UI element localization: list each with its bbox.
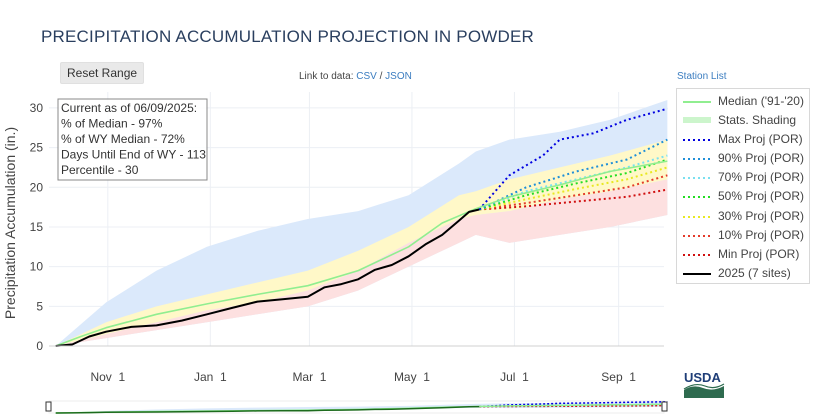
csv-link[interactable]: CSV xyxy=(356,71,377,82)
legend-label: Max Proj (POR) xyxy=(718,132,803,147)
y-tick-label: 25 xyxy=(30,141,44,155)
station-list-link[interactable]: Station List xyxy=(677,71,727,82)
usda-logo: USDA xyxy=(683,370,725,398)
legend-item[interactable]: 2025 (7 sites) xyxy=(677,264,809,283)
legend-swatch xyxy=(683,158,711,161)
series-line-10-proj-por- xyxy=(479,174,668,211)
series-line-min-proj-por- xyxy=(479,188,668,211)
band-middle xyxy=(55,139,668,346)
legend-swatch xyxy=(683,101,711,103)
legend-label: 2025 (7 sites) xyxy=(718,265,791,280)
y-axis-label: Precipitation Accumulation (in.) xyxy=(2,127,18,319)
legend-swatch xyxy=(683,253,711,256)
band-outer xyxy=(55,99,668,346)
info-box-line: Percentile - 30 xyxy=(61,163,139,177)
y-tick-label: 30 xyxy=(30,101,44,115)
chart-legend: Median ('91-'20) Stats. Shading Max Proj (… xyxy=(676,88,810,284)
range-slider-band xyxy=(55,401,668,413)
json-link[interactable]: JSON xyxy=(385,71,412,82)
info-box-line: % of Median - 97% xyxy=(61,117,163,131)
legend-swatch xyxy=(683,139,711,142)
legend-label: Min Proj (POR) xyxy=(718,246,800,261)
info-box-line: Current as of 06/09/2025: xyxy=(61,101,197,115)
legend-swatch xyxy=(683,196,711,199)
page-title: PRECIPITATION ACCUMULATION PROJECTION IN… xyxy=(41,27,534,46)
y-tick-label: 10 xyxy=(30,260,44,274)
range-slider-line xyxy=(479,401,668,408)
info-box-line: % of WY Median - 72% xyxy=(61,132,185,146)
info-box xyxy=(57,98,208,181)
series-line-median-91-20- xyxy=(55,160,668,347)
legend-label: 70% Proj (POR) xyxy=(718,170,805,185)
info-box-line: Days Until End of WY - 113 xyxy=(61,148,206,162)
legend-item[interactable]: 90% Proj (POR) xyxy=(677,149,809,168)
legend-label: 90% Proj (POR) xyxy=(718,151,805,166)
legend-item[interactable]: Stats. Shading xyxy=(677,111,809,130)
range-slider-line xyxy=(55,405,480,414)
x-tick-label: Mar 1 xyxy=(292,370,326,384)
legend-swatch-band xyxy=(683,117,711,124)
x-tick-label: Jan 1 xyxy=(194,370,227,384)
legend-item[interactable]: 70% Proj (POR) xyxy=(677,168,809,187)
legend-swatch xyxy=(683,177,711,180)
legend-item[interactable]: Min Proj (POR) xyxy=(677,245,809,264)
legend-label: Stats. Shading xyxy=(718,113,797,128)
legend-label: 30% Proj (POR) xyxy=(718,208,805,223)
legend-label: 10% Proj (POR) xyxy=(718,227,805,242)
data-links-prefix: Link to data: xyxy=(299,71,354,82)
x-tick-label: May 1 xyxy=(394,370,430,384)
reset-range-button[interactable]: Reset Range xyxy=(60,62,145,84)
legend-swatch xyxy=(683,215,711,218)
series-line-50-proj-por- xyxy=(478,158,668,211)
series-line-max-proj-por- xyxy=(478,107,668,211)
series-line-2025-7-sites- xyxy=(55,208,480,347)
y-tick-label: 0 xyxy=(36,339,43,353)
usda-logo-text: USDA xyxy=(684,370,721,385)
y-tick-label: 20 xyxy=(30,180,44,194)
range-slider-line xyxy=(479,404,668,408)
legend-label: 50% Proj (POR) xyxy=(718,189,805,204)
legend-swatch xyxy=(683,272,711,275)
band-lower xyxy=(55,179,668,346)
series-line-90-proj-por- xyxy=(478,138,668,211)
legend-item[interactable]: 30% Proj (POR) xyxy=(677,207,809,226)
legend-swatch xyxy=(683,117,711,124)
legend-item[interactable]: 10% Proj (POR) xyxy=(677,226,809,245)
data-links-separator: / xyxy=(379,71,383,82)
data-links: Link to data: CSV / JSON xyxy=(299,71,412,82)
range-slider-handle-left xyxy=(45,401,52,412)
legend-item[interactable]: 50% Proj (POR) xyxy=(677,187,809,206)
legend-item[interactable]: Median ('91-'20) xyxy=(677,92,809,111)
legend-swatch xyxy=(683,234,711,237)
range-slider-handle-right xyxy=(661,401,668,412)
y-tick-label: 15 xyxy=(30,220,44,234)
y-tick-label: 5 xyxy=(36,299,43,313)
legend-label: Median ('91-'20) xyxy=(718,94,804,108)
x-tick-label: Sep 1 xyxy=(601,370,636,384)
x-tick-label: Nov 1 xyxy=(90,370,125,384)
legend-item[interactable]: Max Proj (POR) xyxy=(677,130,809,149)
x-tick-label: Jul 1 xyxy=(500,370,529,384)
